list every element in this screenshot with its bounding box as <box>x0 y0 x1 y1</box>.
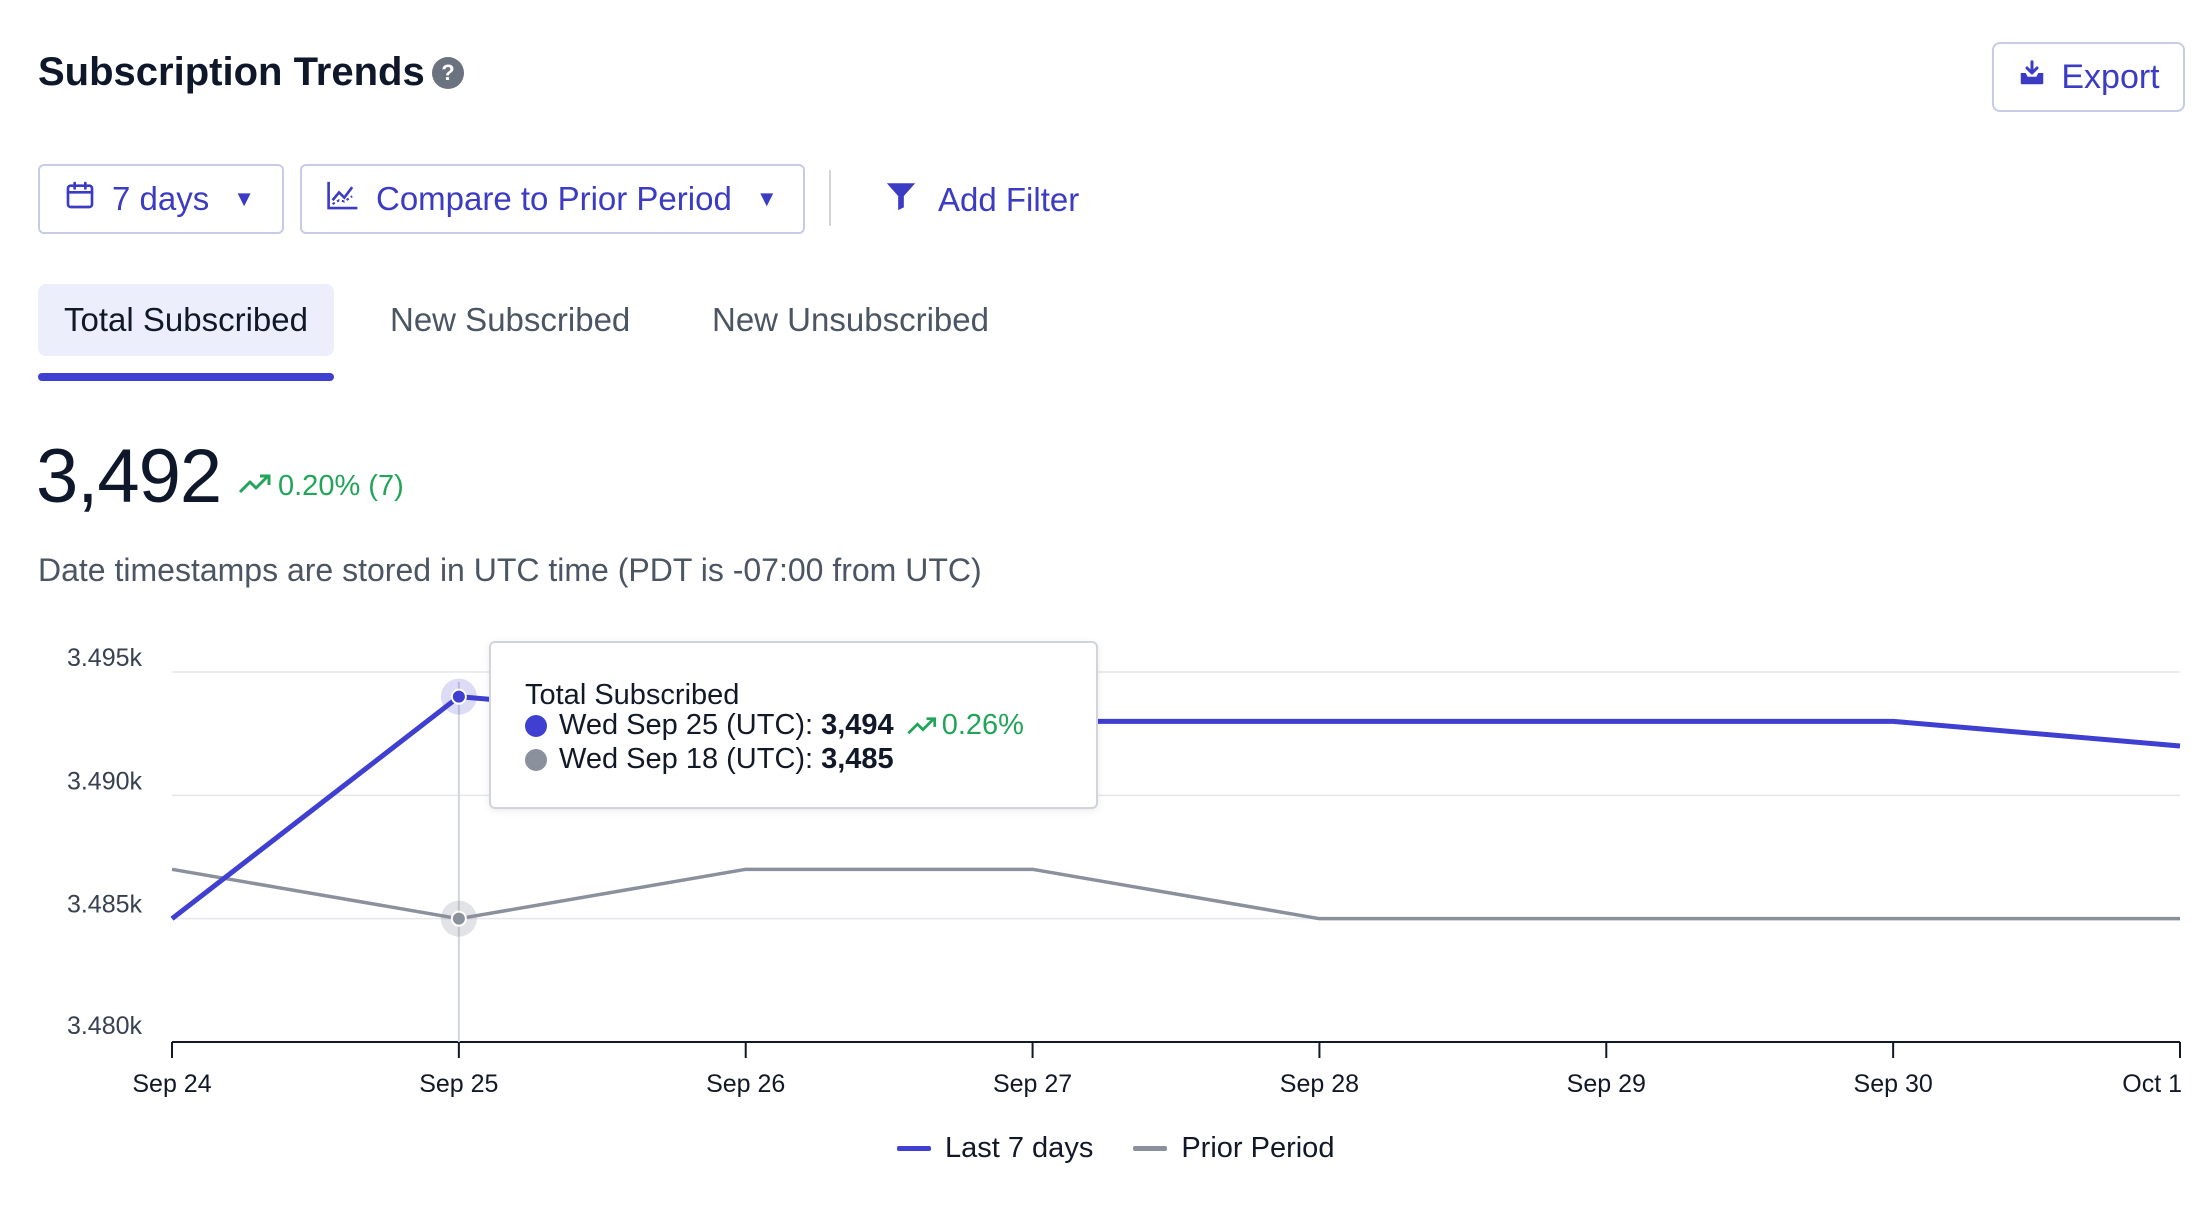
x-tick-label: Sep 26 <box>706 1070 785 1098</box>
trend-up-icon <box>238 470 272 503</box>
metric-delta-text: 0.20% (7) <box>278 470 404 502</box>
x-tick-label: Sep 27 <box>993 1070 1072 1098</box>
legend-label: Last 7 days <box>945 1132 1094 1164</box>
tooltip-row-current: Wed Sep 25 (UTC): 3,494 0.26% <box>525 709 1024 742</box>
funnel-icon <box>884 179 918 221</box>
chart-tooltip: Total Subscribed Wed Sep 25 (UTC): 3,494… <box>489 641 1098 809</box>
date-range-select[interactable]: 7 days ▼ <box>38 164 284 234</box>
export-button[interactable]: Export <box>1992 42 2185 112</box>
tab-new-subscribed[interactable]: New Subscribed <box>390 301 631 338</box>
legend-label: Prior Period <box>1181 1132 1335 1164</box>
y-tick-label: 3.495k <box>67 644 143 672</box>
tooltip-delta-text: 0.26% <box>941 709 1024 741</box>
x-tick-label: Sep 29 <box>1567 1070 1646 1098</box>
y-tick-label: 3.485k <box>67 891 143 919</box>
x-axis: Sep 24 Sep 25 Sep 26 Sep 27 Sep 28 Sep 29 Sep … <box>132 1041 2182 1098</box>
add-filter-label: Add Filter <box>938 181 1080 218</box>
line-chart-icon <box>326 179 360 219</box>
series-dot-icon <box>525 748 547 771</box>
chevron-down-icon: ▼ <box>755 186 778 211</box>
tooltip-prior-label: Wed Sep 18 (UTC): <box>559 743 814 775</box>
y-tick-label: 3.480k <box>67 1012 143 1040</box>
timezone-note: Date timestamps are stored in UTC time (… <box>38 552 982 588</box>
compare-period-label: Compare to Prior Period <box>376 180 732 217</box>
export-label: Export <box>2061 57 2160 96</box>
y-axis-ticks: 3.495k 3.490k 3.485k 3.480k <box>67 644 143 1040</box>
tab-total-subscribed[interactable]: Total Subscribed <box>38 284 334 356</box>
chart-legend: Last 7 days Prior Period <box>897 1132 1334 1165</box>
calendar-icon <box>64 179 96 219</box>
series-dot-icon <box>525 714 547 737</box>
tooltip-row-prior: Wed Sep 18 (UTC): 3,485 <box>525 743 894 776</box>
legend-swatch <box>897 1146 931 1151</box>
add-filter-button[interactable]: Add Filter <box>884 172 1079 228</box>
toolbar-divider <box>829 170 831 226</box>
y-tick-label: 3.490k <box>67 767 143 795</box>
x-tick-label: Sep 25 <box>419 1070 498 1098</box>
hover-point <box>450 688 467 705</box>
x-tick-label: Sep 30 <box>1854 1070 1933 1098</box>
metric-value: 3,492 <box>36 434 222 519</box>
chart-gridlines <box>172 671 2180 920</box>
trend-up-icon <box>907 716 936 734</box>
date-range-label: 7 days <box>112 180 210 217</box>
chevron-down-icon: ▼ <box>233 186 256 211</box>
tooltip-current-delta: 0.26% <box>906 709 1024 742</box>
x-tick-label: Sep 24 <box>132 1070 211 1098</box>
download-tray-icon <box>2017 58 2047 97</box>
legend-item-last-7-days[interactable]: Last 7 days <box>897 1132 1093 1165</box>
tooltip-current-label: Wed Sep 25 (UTC): <box>559 709 814 741</box>
chart-series <box>170 694 2181 921</box>
compare-period-select[interactable]: Compare to Prior Period ▼ <box>300 164 805 234</box>
metric-delta: 0.20% (7) <box>238 470 404 503</box>
x-tick-label: Sep 28 <box>1280 1070 1359 1098</box>
active-tab-indicator <box>38 373 334 381</box>
tooltip-current-value: 3,494 <box>821 709 894 741</box>
series-line-prior-period <box>171 867 2180 921</box>
hover-point <box>450 910 467 927</box>
tab-new-unsubscribed[interactable]: New Unsubscribed <box>712 301 989 338</box>
legend-item-prior-period[interactable]: Prior Period <box>1133 1132 1334 1165</box>
tooltip-title: Total Subscribed <box>525 679 740 711</box>
series-line-last-7-days <box>170 694 2181 921</box>
tooltip-prior-value: 3,485 <box>821 743 894 775</box>
legend-swatch <box>1133 1146 1168 1151</box>
x-tick-label: Oct 1 <box>2122 1070 2182 1098</box>
page-title: Subscription Trends <box>38 50 425 94</box>
hover-markers <box>440 678 477 1042</box>
question-circle-icon[interactable]: ? <box>432 57 464 89</box>
